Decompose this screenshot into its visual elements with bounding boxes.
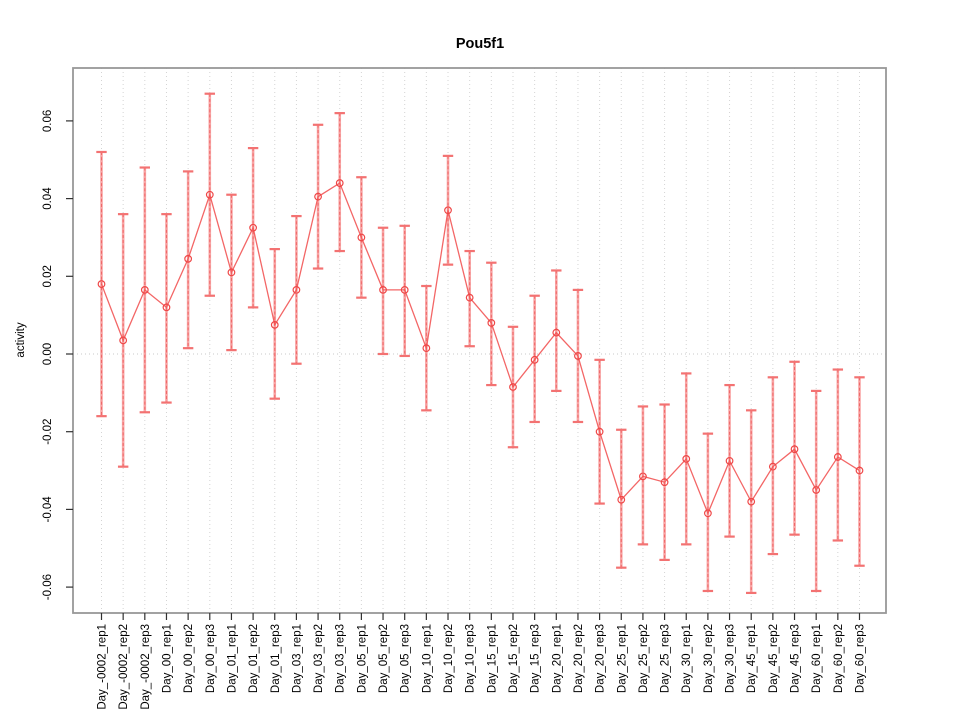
data-point <box>270 320 279 329</box>
x-tick-label: Day_03_rep2 <box>313 624 325 693</box>
y-tick-label: 0.04 <box>42 187 54 210</box>
x-tick-label: Day_15_rep1 <box>486 624 498 693</box>
x-tick-label: Day_00_rep3 <box>205 624 217 693</box>
x-tick-label: Day_01_rep3 <box>270 624 282 693</box>
x-tick-label: Day_25_rep3 <box>660 624 672 693</box>
data-point <box>552 328 561 337</box>
data-point <box>574 352 582 360</box>
data-point <box>703 509 712 518</box>
data-point <box>833 453 842 461</box>
y-axis-title: activity <box>15 322 27 357</box>
data-point <box>725 456 734 465</box>
data-point <box>140 285 149 294</box>
data-point <box>812 486 821 494</box>
data-point <box>530 355 539 364</box>
x-tick-label: Day_25_rep2 <box>638 624 650 693</box>
data-point <box>595 427 604 436</box>
x-tick-label: Day_00_rep2 <box>183 624 195 693</box>
y-tick-label: 0.06 <box>42 110 54 132</box>
data-point <box>379 285 387 294</box>
data-point <box>422 344 431 353</box>
x-tick-label: Day_05_rep1 <box>356 624 368 693</box>
data-point <box>617 495 626 504</box>
x-tick-label: Day_45_rep2 <box>768 624 780 693</box>
data-point <box>205 190 214 199</box>
x-tick-label: Day_15_rep2 <box>508 624 520 693</box>
data-point <box>855 466 864 475</box>
x-tick-label: Day_10_rep2 <box>443 624 455 693</box>
data-point <box>335 179 344 187</box>
x-tick-label: Day_25_rep1 <box>616 624 628 693</box>
data-point <box>682 454 691 463</box>
data-point <box>314 192 322 201</box>
y-tick-label: -0.06 <box>42 574 54 600</box>
data-point <box>768 462 777 471</box>
x-tick-label: Day_60_rep3 <box>854 624 866 693</box>
x-tick-label: Day_00_rep1 <box>161 624 173 693</box>
data-point <box>747 497 756 506</box>
x-tick-label: Day_01_rep2 <box>248 624 260 693</box>
x-tick-label: Day_30_rep1 <box>681 624 693 693</box>
x-tick-label: Day_-0002_rep2 <box>118 624 130 710</box>
x-tick-label: Day_20_rep2 <box>573 624 585 693</box>
x-tick-label: Day_10_rep1 <box>421 624 433 693</box>
data-point <box>444 206 452 215</box>
x-tick-label: Day_01_rep1 <box>226 624 238 693</box>
x-tick-label: Day_45_rep1 <box>746 624 758 693</box>
x-tick-label: Day_15_rep3 <box>530 624 542 693</box>
chart-title: Pou5f1 <box>456 36 504 52</box>
x-tick-label: Day_-0002_rep3 <box>140 624 152 710</box>
data-point <box>249 223 257 232</box>
data-point <box>465 293 474 302</box>
data-point <box>509 383 517 391</box>
x-tick-label: Day_30_rep2 <box>703 624 715 693</box>
series-line <box>100 182 860 516</box>
plot-border <box>72 67 887 614</box>
data-point <box>357 233 366 242</box>
x-tick-label: Day_60_rep1 <box>811 624 823 693</box>
data-point <box>162 303 171 312</box>
data-point <box>790 445 799 454</box>
data-point <box>639 472 647 481</box>
x-tick-label: Day_03_rep1 <box>291 624 303 693</box>
x-tick-label: Day_20_rep3 <box>595 624 607 693</box>
y-tick-label: -0.02 <box>42 419 54 445</box>
data-point <box>184 254 193 263</box>
x-tick-label: Day_60_rep2 <box>833 624 845 693</box>
data-point <box>292 285 301 294</box>
x-tick-label: Day_05_rep2 <box>378 624 390 693</box>
data-point <box>400 285 409 294</box>
data-point <box>97 280 106 288</box>
data-point <box>119 336 128 345</box>
y-tick-label: 0.02 <box>42 265 54 287</box>
x-tick-label: Day_05_rep3 <box>400 624 412 693</box>
y-tick-label: 0.00 <box>42 343 54 365</box>
x-tick-label: Day_20_rep1 <box>551 624 563 693</box>
x-tick-label: Day_-0002_rep1 <box>97 624 109 710</box>
x-tick-label: Day_30_rep3 <box>725 624 737 693</box>
data-point <box>227 268 236 277</box>
x-tick-label: Day_03_rep3 <box>335 624 347 693</box>
data-point <box>660 478 669 487</box>
y-tick-label: -0.04 <box>42 496 54 523</box>
x-tick-label: Day_45_rep3 <box>790 624 802 693</box>
chart-generated-layer: Day_-0002_rep1 Day_-0002_rep2 Day_-0002_re… <box>42 67 887 710</box>
x-tick-label: Day_10_rep3 <box>465 624 477 693</box>
data-point <box>487 319 496 327</box>
